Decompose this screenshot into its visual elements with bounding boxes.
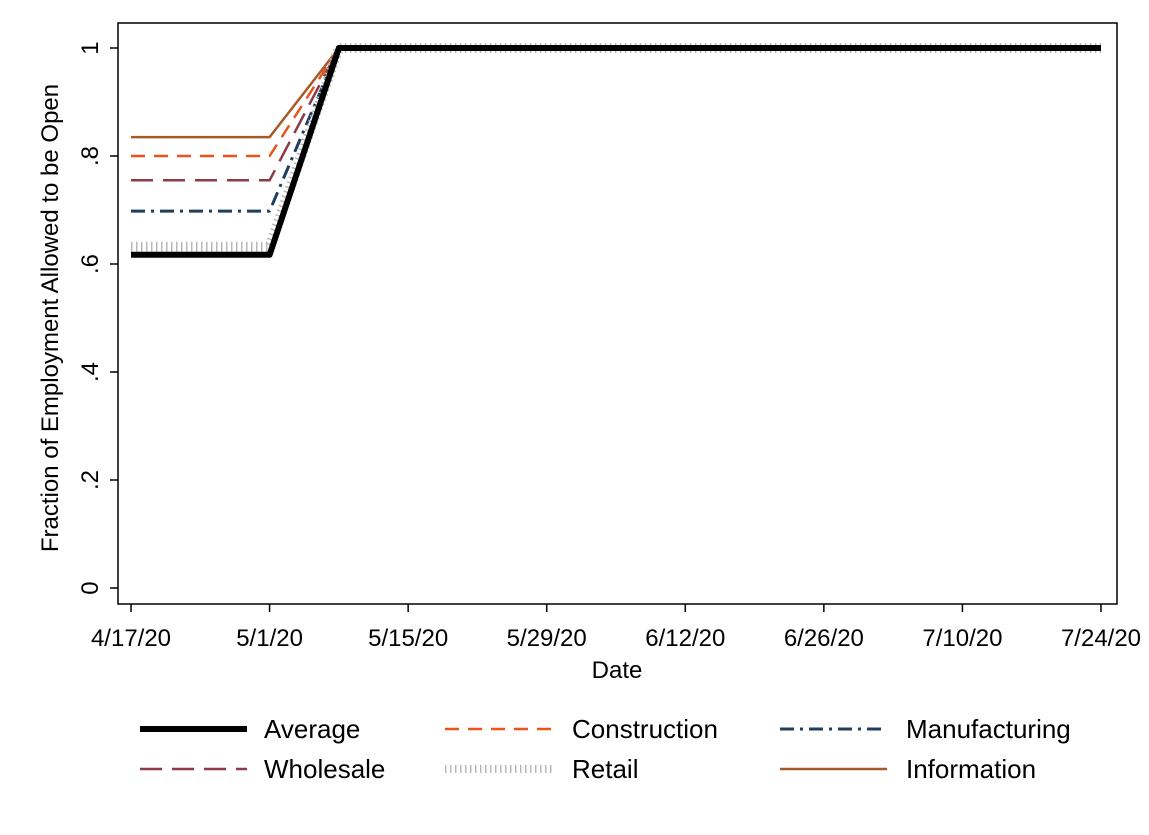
y-tick-label: 1 xyxy=(77,41,104,54)
legend-label-manufacturing: Manufacturing xyxy=(906,714,1071,744)
legend-label-average: Average xyxy=(264,714,360,744)
legend: Average Construction Manufacturing Wholesal… xyxy=(140,714,1071,784)
legend-label-wholesale: Wholesale xyxy=(264,754,385,784)
series-line-wholesale xyxy=(131,46,1101,182)
x-tick-label: 5/1/20 xyxy=(236,625,303,652)
plot-frame xyxy=(117,22,1118,605)
y-tick-label: .6 xyxy=(77,254,104,274)
series-line-construction xyxy=(131,46,1101,158)
series-line-information xyxy=(131,46,1101,139)
y-axis: 0 .2 .4 .6 .8 1 xyxy=(77,41,118,595)
y-tick-label: .8 xyxy=(77,146,104,166)
x-tick-label: 4/17/20 xyxy=(91,625,171,652)
y-tick-label: .2 xyxy=(77,470,104,490)
x-tick-label: 5/15/20 xyxy=(368,625,448,652)
series-line-average xyxy=(131,45,1101,258)
y-tick-label: .4 xyxy=(77,362,104,382)
x-tick-label: 7/10/20 xyxy=(922,625,1002,652)
legend-label-retail: Retail xyxy=(572,754,638,784)
x-axis: 4/17/20 5/1/20 5/15/20 5/29/20 6/12/20 6/26/2… xyxy=(91,604,1141,652)
x-axis-title: Date xyxy=(592,657,643,684)
x-tick-label: 6/26/20 xyxy=(784,625,864,652)
x-tick-label: 5/29/20 xyxy=(507,625,587,652)
x-tick-label: 6/12/20 xyxy=(645,625,725,652)
legend-label-construction: Construction xyxy=(572,714,718,744)
series-lines xyxy=(131,43,1101,258)
y-tick-label: 0 xyxy=(77,581,104,594)
x-tick-label: 7/24/20 xyxy=(1061,625,1141,652)
legend-label-information: Information xyxy=(906,754,1036,784)
y-axis-title: Fraction of Employment Allowed to be Ope… xyxy=(37,84,64,552)
